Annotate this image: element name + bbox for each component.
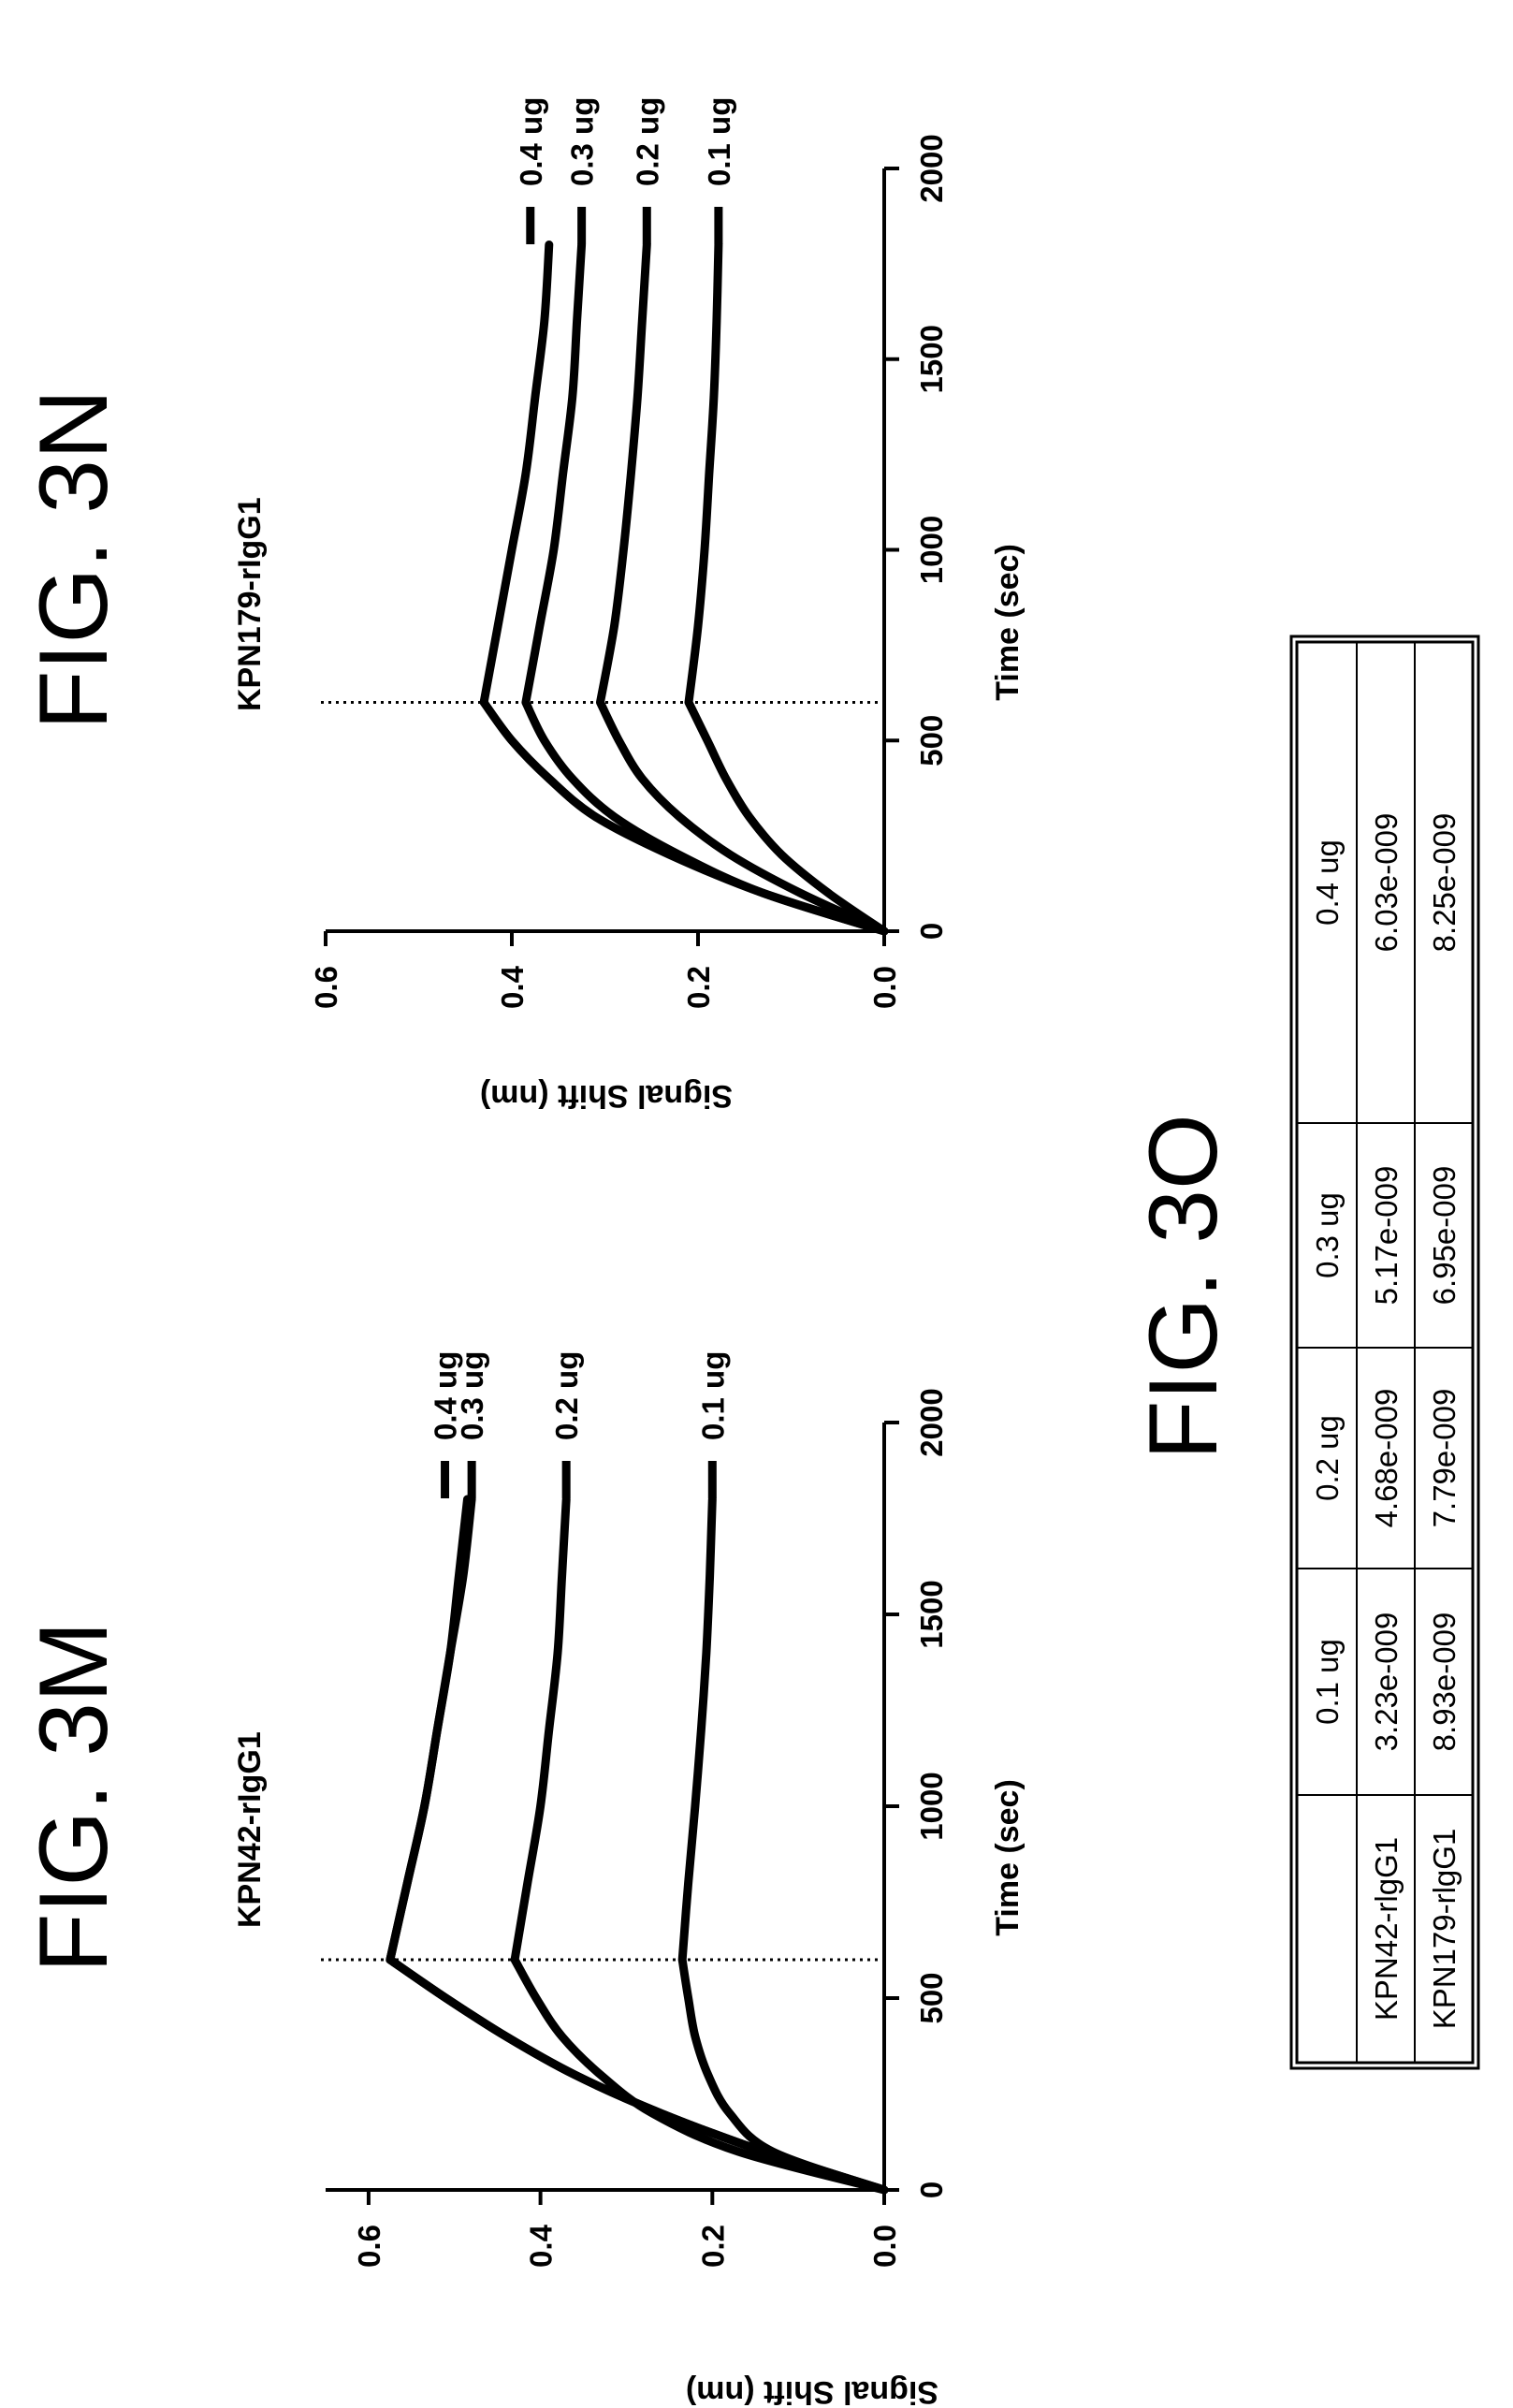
table-cell: 6.95e-009 bbox=[1427, 1166, 1462, 1306]
x-tick-label: 1500 bbox=[914, 325, 949, 393]
kd-table-inner-border bbox=[1295, 640, 1475, 2065]
kd-table-cells: 0.1 ug 0.2 ug 0.3 ug 0.4 ug KPN42-rlgG1 3.23e… bbox=[1310, 813, 1462, 2030]
y-tick-label: 0.4 bbox=[495, 965, 530, 1009]
y-tick-label: 0.2 bbox=[681, 966, 716, 1009]
table-header-cell: 0.4 ug bbox=[1310, 839, 1345, 926]
series-curve-0.4-ug bbox=[386, 1495, 889, 2195]
legend-label: 0.3 ug bbox=[455, 1351, 489, 1440]
chart-3m-x-ticks: 0 500 1000 1500 2000 bbox=[884, 1388, 949, 2198]
chart-3m-curves bbox=[386, 1495, 889, 2195]
chart-3n-legend: 0.4 ug 0.3 ug 0.2 ug 0.1 ug bbox=[514, 97, 736, 244]
x-tick-label: 1500 bbox=[914, 1580, 949, 1648]
y-tick-label: 0.0 bbox=[867, 966, 902, 1009]
x-tick-label: 500 bbox=[914, 715, 949, 766]
table-header-cell: 0.2 ug bbox=[1310, 1415, 1345, 1501]
table-cell: 5.17e-009 bbox=[1369, 1166, 1404, 1306]
series-curve-0.1-ug bbox=[684, 241, 889, 936]
y-tick-label: 0.2 bbox=[695, 2225, 730, 2268]
legend-label: 0.4 ug bbox=[429, 1351, 463, 1440]
table-cell: 6.03e-009 bbox=[1369, 813, 1404, 953]
chart-3n-y-axis-label: Signal Shift (nm) bbox=[480, 1078, 733, 1114]
chart-3n-title: KPN179-rIgG1 bbox=[232, 497, 268, 711]
series-curve-0.2-ug bbox=[596, 241, 889, 936]
series-curve-0.2-ug bbox=[510, 1495, 889, 2195]
fig-3o-label: FIG. 3O bbox=[1129, 1114, 1238, 1460]
legend-label: 0.2 ug bbox=[630, 97, 664, 186]
chart-3n: KPN179-rIgG1 Signal Shift (nm) Time (sec… bbox=[232, 97, 1026, 1114]
legend-label: 0.1 ug bbox=[695, 1351, 730, 1440]
chart-3m-title: KPN42-rIgG1 bbox=[232, 1731, 268, 1928]
table-cell: 8.25e-009 bbox=[1427, 813, 1462, 953]
chart-3n-y-ticks: 0.0 0.2 0.4 0.6 bbox=[309, 931, 902, 1009]
y-tick-label: 0.6 bbox=[309, 966, 343, 1009]
table-header-cell: 0.1 ug bbox=[1310, 1639, 1345, 1725]
x-tick-label: 0 bbox=[914, 923, 949, 940]
y-tick-label: 0.6 bbox=[352, 2225, 386, 2268]
kd-table: 0.1 ug 0.2 ug 0.3 ug 0.4 ug KPN42-rlgG1 3.23e… bbox=[1289, 635, 1480, 2070]
kd-table-outer-border bbox=[1289, 635, 1480, 2070]
x-tick-label: 2000 bbox=[914, 1388, 949, 1456]
x-tick-label: 2000 bbox=[914, 134, 949, 202]
series-curve-0.1-ug bbox=[677, 1495, 889, 2195]
chart-3m-y-ticks: 0.0 0.2 0.4 0.6 bbox=[352, 2190, 902, 2268]
x-tick-label: 1000 bbox=[914, 516, 949, 584]
x-tick-label: 0 bbox=[914, 2182, 949, 2198]
series-curve-0.3-ug bbox=[521, 241, 889, 936]
legend-label: 0.2 ug bbox=[549, 1351, 584, 1440]
table-header-cell: 0.3 ug bbox=[1310, 1192, 1345, 1278]
table-cell: 3.23e-009 bbox=[1369, 1613, 1404, 1752]
table-cell: 8.93e-009 bbox=[1427, 1613, 1462, 1752]
x-tick-label: 1000 bbox=[914, 1772, 949, 1840]
y-tick-label: 0.4 bbox=[524, 2224, 559, 2268]
chart-3n-x-axis-label: Time (sec) bbox=[990, 544, 1026, 701]
kd-table-gridlines bbox=[1297, 642, 1473, 2063]
chart-3n-x-ticks: 0 500 1000 1500 2000 bbox=[884, 134, 949, 940]
legend-label: 0.4 ug bbox=[514, 97, 548, 186]
x-tick-label: 500 bbox=[914, 1972, 949, 2023]
table-cell: 7.79e-009 bbox=[1427, 1389, 1462, 1528]
fig-3m-label: FIG. 3M bbox=[20, 1621, 128, 1973]
table-cell: KPN179-rlgG1 bbox=[1427, 1829, 1462, 2030]
y-tick-label: 0.0 bbox=[867, 2225, 902, 2268]
table-cell: 4.68e-009 bbox=[1369, 1389, 1404, 1528]
chart-3m-legend: 0.4 ug0.3 ug 0.2 ug 0.1 ug bbox=[429, 1351, 730, 1498]
table-cell: KPN42-rlgG1 bbox=[1369, 1837, 1404, 2021]
chart-3m: KPN42-rIgG1 Signal Shift (nm) Time (sec)… bbox=[232, 1351, 1026, 2408]
chart-3m-y-axis-label: Signal Shift (nm) bbox=[686, 2374, 938, 2408]
chart-3m-x-axis-label: Time (sec) bbox=[990, 1779, 1026, 1936]
series-curve-0.3-ug bbox=[386, 1495, 889, 2195]
chart-3n-curves bbox=[479, 241, 889, 936]
fig-3n-label: FIG. 3N bbox=[20, 389, 128, 730]
legend-label: 0.1 ug bbox=[702, 97, 736, 186]
legend-label: 0.3 ug bbox=[565, 97, 600, 186]
